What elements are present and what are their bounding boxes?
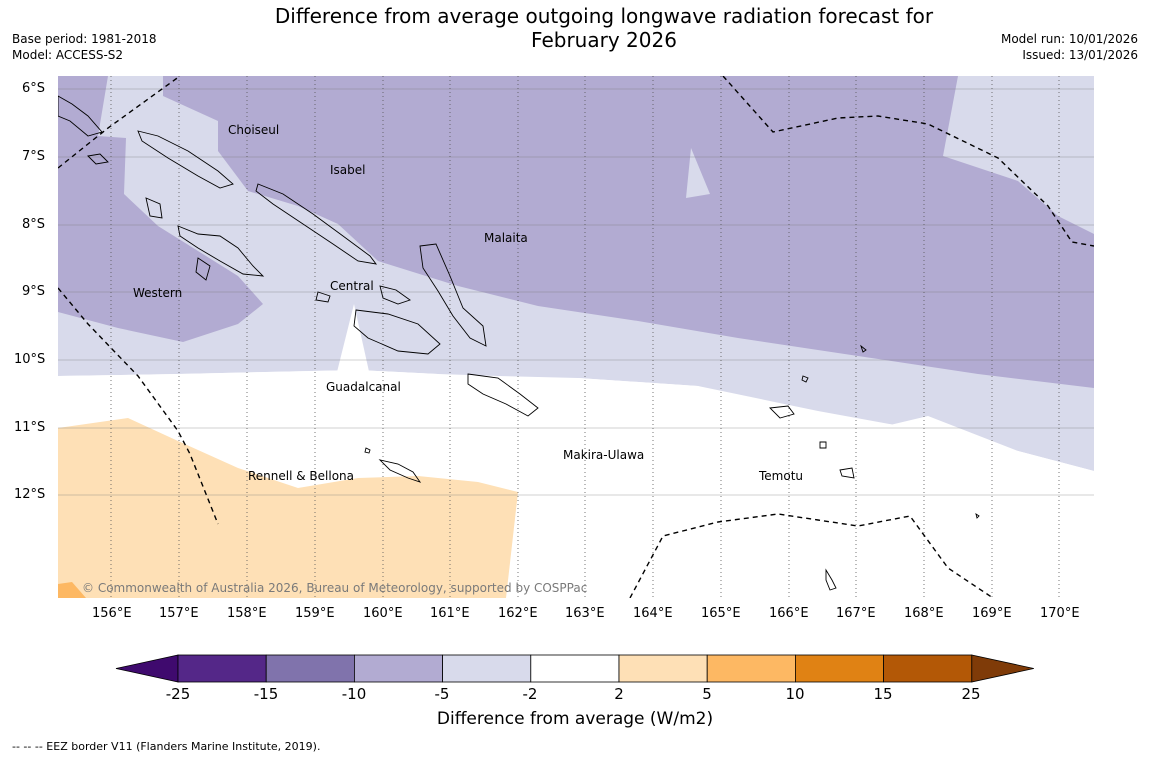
issued-date: Issued: 13/01/2026 bbox=[1022, 48, 1138, 62]
island-reef bbox=[801, 375, 809, 383]
lat-label: 9°S bbox=[22, 284, 46, 299]
lon-label: 156°E bbox=[92, 606, 132, 621]
colorbar-tick: -15 bbox=[253, 685, 279, 703]
island-ndende bbox=[769, 405, 795, 419]
colorbar-tick: -2 bbox=[522, 685, 538, 703]
lon-label: 167°E bbox=[836, 606, 876, 621]
title-line-1: Difference from average outgoing longwav… bbox=[274, 4, 934, 28]
lon-label: 169°E bbox=[972, 606, 1012, 621]
contour-medium-negative-west bbox=[58, 76, 263, 342]
meta-left: Base period: 1981-2018 Model: ACCESS-S2 bbox=[12, 31, 157, 63]
colorbar-tick: 5 bbox=[702, 685, 712, 703]
lon-label: 165°E bbox=[701, 606, 741, 621]
island-tikopia bbox=[975, 512, 980, 519]
contour-positive-corner bbox=[58, 582, 86, 598]
lon-label: 170°E bbox=[1040, 606, 1080, 621]
island-shortlands bbox=[87, 153, 109, 165]
lon-label: 166°E bbox=[769, 606, 809, 621]
lon-label: 157°E bbox=[159, 606, 199, 621]
region-label-rennell-bellona: Rennell & Bellona bbox=[248, 469, 354, 483]
coastlines bbox=[58, 95, 980, 591]
colorbar-tick: -10 bbox=[341, 685, 367, 703]
chart-title: Difference from average outgoing longwav… bbox=[200, 4, 1008, 52]
colorbar-tick: -5 bbox=[434, 685, 450, 703]
lon-label: 162°E bbox=[498, 606, 538, 621]
lat-label: 6°S bbox=[22, 81, 46, 96]
island-rennell bbox=[378, 459, 422, 483]
colorbar-segment bbox=[442, 654, 532, 683]
colorbar-segment bbox=[265, 654, 355, 683]
colorbar-tick: 2 bbox=[614, 685, 624, 703]
island-guadalcanal bbox=[353, 309, 441, 355]
region-label-central: Central bbox=[330, 279, 374, 293]
contour-neutral-wedge bbox=[336, 304, 370, 376]
region-label-isabel: Isabel bbox=[330, 163, 365, 177]
region-label-guadalcanal: Guadalcanal bbox=[326, 380, 401, 394]
base-period: Base period: 1981-2018 bbox=[12, 32, 157, 46]
region-label-temotu: Temotu bbox=[758, 469, 803, 483]
contour-medium-negative-north bbox=[163, 76, 1094, 388]
island-new-georgia bbox=[177, 225, 265, 277]
island-choiseul bbox=[137, 130, 234, 189]
title-line-2: February 2026 bbox=[531, 28, 677, 52]
colorbar-tick: 25 bbox=[961, 685, 981, 703]
island-florida bbox=[379, 285, 411, 305]
eez-footnote: -- -- -- EEZ border V11 (Flanders Marine… bbox=[12, 740, 321, 753]
meta-right: Model run: 10/01/2026 Issued: 13/01/2026 bbox=[1001, 31, 1138, 63]
colorbar-segment bbox=[618, 654, 708, 683]
island-ontong-java bbox=[860, 344, 867, 353]
model-run: Model run: 10/01/2026 bbox=[1000, 32, 1138, 46]
eez-border bbox=[58, 76, 1094, 598]
island-malaita bbox=[419, 243, 487, 347]
island-makira bbox=[467, 373, 539, 417]
lon-label: 161°E bbox=[430, 606, 470, 621]
lon-label: 159°E bbox=[295, 606, 335, 621]
colorbar-segment bbox=[530, 654, 620, 683]
lat-label: 11°S bbox=[14, 420, 46, 435]
lat-label: 8°S bbox=[22, 217, 46, 232]
colorbar-tick: 10 bbox=[785, 685, 805, 703]
lon-label: 158°E bbox=[227, 606, 267, 621]
lat-label: 7°S bbox=[22, 149, 46, 164]
colorbar-segment bbox=[706, 654, 796, 683]
grid-lon bbox=[110, 76, 1060, 598]
island-isabel bbox=[255, 183, 378, 265]
region-label-malaita: Malaita bbox=[484, 231, 528, 245]
colorbar-segment bbox=[795, 654, 885, 683]
colorbar-extend-min bbox=[115, 654, 179, 683]
region-label-makira-ulawa: Makira-Ulawa bbox=[563, 448, 644, 462]
colorbar-segment bbox=[177, 654, 267, 683]
model-name: Model: ACCESS-S2 bbox=[12, 48, 124, 62]
island-ranongga bbox=[195, 257, 211, 281]
lon-label: 168°E bbox=[904, 606, 944, 621]
lat-label: 10°S bbox=[14, 352, 46, 367]
island-utupua bbox=[839, 467, 855, 479]
lat-label: 12°S bbox=[14, 487, 46, 502]
contour-light-patch bbox=[686, 148, 710, 198]
lon-label: 160°E bbox=[363, 606, 403, 621]
lon-label: 163°E bbox=[565, 606, 605, 621]
island-vella-lavella bbox=[145, 197, 163, 219]
region-label-western: Western bbox=[133, 286, 182, 300]
map-panel: Choiseul Isabel Malaita Western Central … bbox=[58, 76, 1094, 598]
contour-light-positive bbox=[58, 418, 518, 598]
map-fill-layers bbox=[58, 76, 1094, 598]
colorbar-segment bbox=[883, 654, 973, 683]
island-vanikoro bbox=[819, 441, 827, 449]
region-label-choiseul: Choiseul bbox=[228, 123, 279, 137]
island-anuta bbox=[825, 568, 837, 591]
colorbar-segment bbox=[353, 654, 443, 683]
lon-label: 164°E bbox=[633, 606, 673, 621]
colorbar-extend-max bbox=[971, 654, 1034, 683]
island-russell bbox=[315, 291, 331, 303]
grid-lat bbox=[58, 88, 1094, 496]
island-bellona bbox=[364, 447, 371, 454]
colorbar-tick: 15 bbox=[873, 685, 893, 703]
copyright-text: © Commonwealth of Australia 2026, Bureau… bbox=[82, 581, 587, 595]
island-bougainville-tip bbox=[58, 95, 103, 137]
colorbar-tick: -25 bbox=[165, 685, 191, 703]
colorbar-title: Difference from average (W/m2) bbox=[436, 709, 714, 729]
